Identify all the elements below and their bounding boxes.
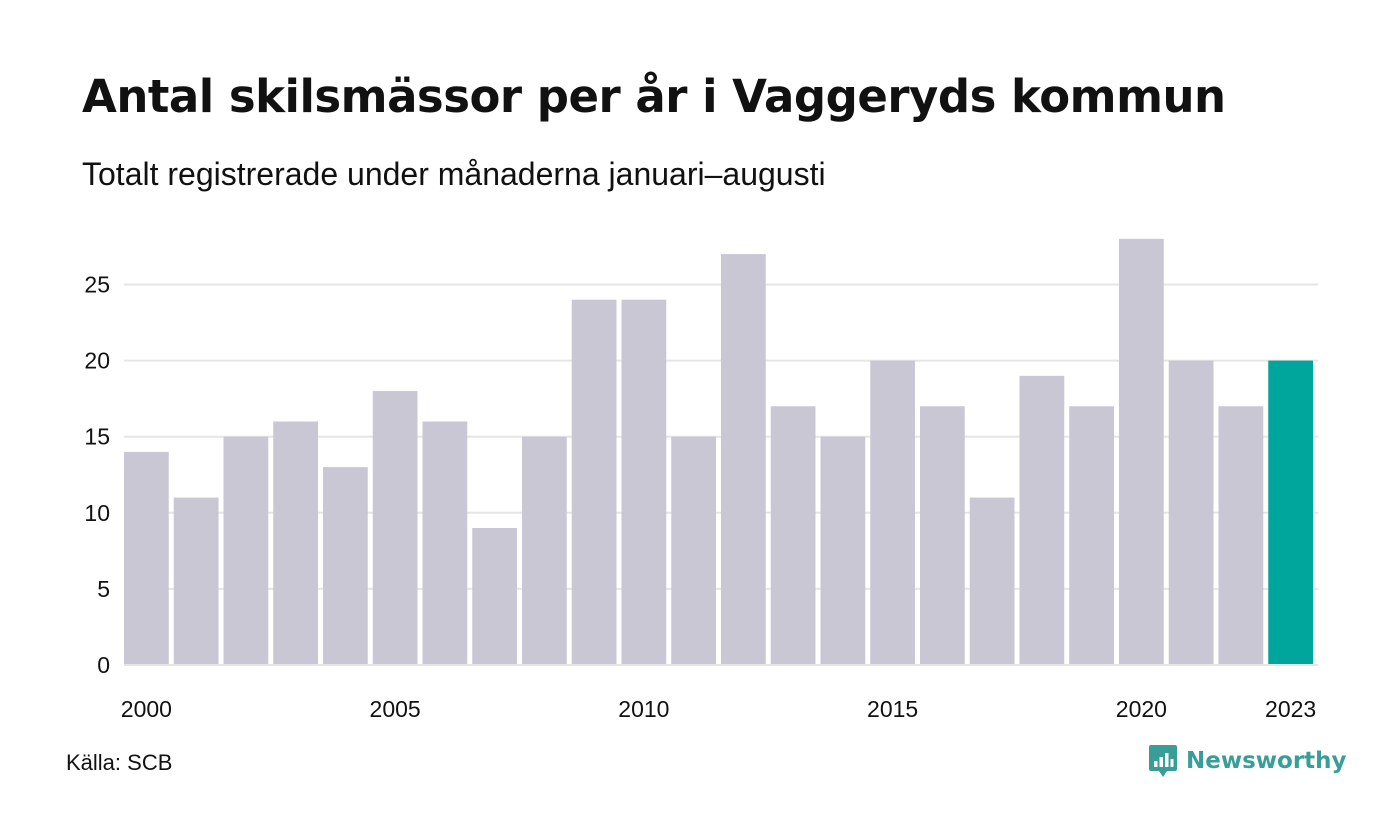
y-tick-label: 15 bbox=[84, 424, 110, 450]
source-note: Källa: SCB bbox=[66, 750, 173, 775]
bar-2020 bbox=[1119, 238, 1164, 665]
y-tick-label: 25 bbox=[84, 272, 110, 298]
newsworthy-logo-icon bbox=[1149, 745, 1177, 777]
bar-2013 bbox=[770, 406, 816, 665]
bar-2010 bbox=[621, 299, 667, 665]
bar-2016 bbox=[920, 406, 965, 665]
bar-2004 bbox=[323, 467, 368, 665]
y-tick-label: 5 bbox=[97, 576, 110, 602]
brand-logo: Newsworthy bbox=[1148, 744, 1347, 778]
bar-2008 bbox=[522, 436, 567, 665]
bar-2003 bbox=[273, 421, 318, 665]
brand-name: Newsworthy bbox=[1186, 748, 1347, 774]
bar-2001 bbox=[173, 497, 219, 665]
bar-2007 bbox=[472, 528, 517, 665]
bar-2009 bbox=[571, 299, 617, 665]
y-tick-label: 0 bbox=[97, 652, 110, 678]
bar-2015 bbox=[870, 360, 915, 665]
x-tick-label: 2015 bbox=[867, 696, 918, 722]
x-tick-label: 2010 bbox=[618, 696, 669, 722]
bar-2011 bbox=[671, 436, 716, 665]
bar-2018 bbox=[1019, 375, 1065, 665]
bar-2000 bbox=[124, 451, 169, 665]
bar-2017 bbox=[969, 497, 1015, 665]
chart-subtitle: Totalt registrerade under månaderna janu… bbox=[82, 156, 826, 192]
bar-2012 bbox=[721, 254, 766, 665]
bar-2005 bbox=[372, 391, 418, 665]
bar-2019 bbox=[1069, 406, 1114, 665]
bar-2014 bbox=[820, 436, 866, 665]
chart-title: Antal skilsmässor per år i Vaggeryds kom… bbox=[82, 70, 1226, 123]
bar-2022 bbox=[1218, 406, 1264, 665]
x-tick-label: 2005 bbox=[370, 696, 421, 722]
bar-2023 bbox=[1268, 360, 1313, 665]
bar-2021 bbox=[1168, 360, 1214, 665]
y-tick-label: 10 bbox=[84, 500, 110, 526]
x-tick-label: 2020 bbox=[1116, 696, 1167, 722]
bar-2002 bbox=[223, 436, 269, 665]
y-tick-label: 20 bbox=[84, 348, 110, 374]
x-tick-label: 2000 bbox=[121, 696, 172, 722]
bar-2006 bbox=[422, 421, 468, 665]
x-tick-label: 2023 bbox=[1265, 696, 1316, 722]
